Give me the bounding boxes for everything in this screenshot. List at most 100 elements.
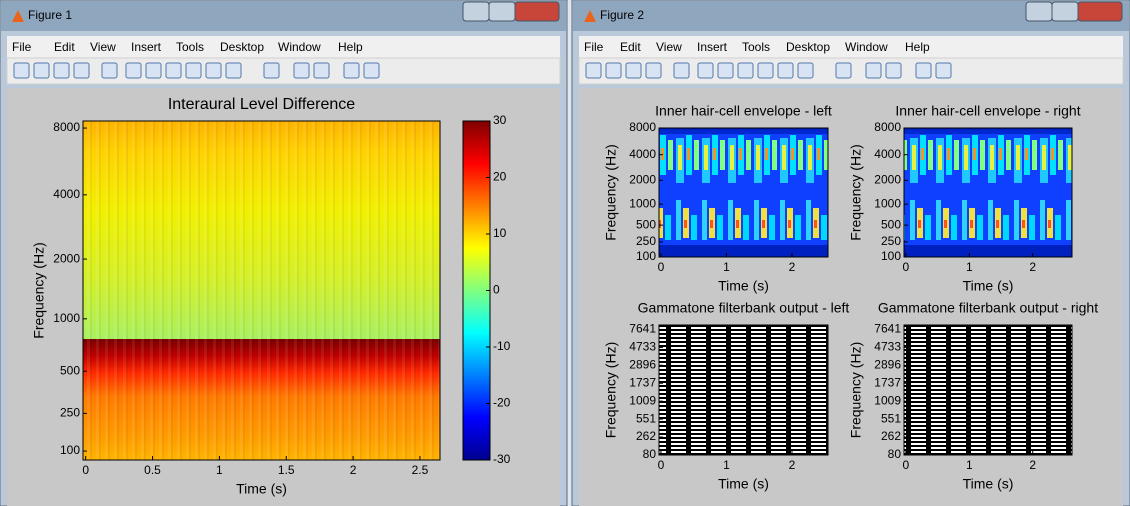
y-tick-label: 250	[60, 406, 80, 420]
toolbar-button[interactable]	[865, 62, 882, 79]
toolbar-button[interactable]	[165, 62, 182, 79]
x-tick-label: 2	[1029, 260, 1036, 274]
colorbar-tick-label: 20	[493, 170, 507, 184]
x-tick-label: 2	[1029, 458, 1036, 472]
window: Figure 1 File Edit View Insert Tools Desktop Wi…	[0, 0, 568, 506]
menu-item[interactable]: Window	[845, 40, 888, 54]
y-tick-label: 1000	[874, 196, 901, 210]
x-tick-label: 1	[723, 260, 730, 274]
toolbar-button[interactable]	[205, 62, 222, 79]
y-tick-label: 1000	[53, 311, 80, 325]
toolbar-button[interactable]	[835, 62, 852, 79]
axes-frame	[658, 127, 829, 258]
app-icon	[584, 10, 596, 22]
toolbar-button[interactable]	[263, 62, 280, 79]
x-axis-label: Time (s)	[236, 481, 287, 497]
y-tick-label: 250	[881, 234, 901, 248]
toolbar-button[interactable]	[797, 62, 814, 79]
menu-item[interactable]: Window	[278, 40, 321, 54]
menu-item[interactable]: Insert	[697, 40, 728, 54]
x-tick-label: 0	[658, 458, 665, 472]
toolbar-button[interactable]	[585, 62, 602, 79]
y-tick-label: 4000	[874, 147, 901, 161]
x-tick-label: 0	[82, 463, 89, 477]
x-axis-label: Time (s)	[718, 476, 769, 492]
toolbar-button[interactable]	[697, 62, 714, 79]
toolbar-button[interactable]	[915, 62, 932, 79]
x-tick-label: 1.5	[278, 463, 295, 477]
menu-item[interactable]: Desktop	[220, 40, 264, 54]
menu-item[interactable]: View	[90, 40, 116, 54]
toolbar-button[interactable]	[53, 62, 70, 79]
y-tick-label: 500	[881, 217, 901, 231]
menu-item[interactable]: Edit	[54, 40, 75, 54]
toolbar-button[interactable]	[605, 62, 622, 79]
menu-item[interactable]: Insert	[131, 40, 162, 54]
x-tick-label: 2.5	[412, 463, 429, 477]
colorbar-tick-label: -30	[493, 452, 511, 466]
toolbar-button[interactable]	[757, 62, 774, 79]
menu-item[interactable]: Edit	[620, 40, 641, 54]
minimize-button[interactable]	[462, 1, 490, 22]
axes-title: Gammatone filterbank output - left	[638, 300, 850, 316]
toolbar-button[interactable]	[101, 62, 118, 79]
maximize-button[interactable]	[488, 1, 516, 22]
axes-title: Inner hair-cell envelope - left	[655, 103, 832, 119]
minimize-button[interactable]	[1025, 1, 1053, 22]
toolbar-button[interactable]	[363, 62, 380, 79]
menu-item[interactable]: Desktop	[786, 40, 830, 54]
menu-bar	[579, 36, 1123, 58]
toolbar-button[interactable]	[313, 62, 330, 79]
y-tick-label: 2896	[629, 357, 656, 371]
x-tick-label: 2	[350, 463, 357, 477]
y-axis-label: Frequency (Hz)	[603, 342, 619, 438]
close-button[interactable]	[514, 1, 560, 22]
y-tick-label: 100	[636, 249, 656, 263]
y-tick-label: 1009	[874, 393, 901, 407]
toolbar-button[interactable]	[885, 62, 902, 79]
y-axis-label: Frequency (Hz)	[848, 144, 864, 240]
toolbar-button[interactable]	[935, 62, 952, 79]
toolbar-button[interactable]	[185, 62, 202, 79]
toolbar-button[interactable]	[343, 62, 360, 79]
axes-title: Gammatone filterbank output - right	[878, 300, 1098, 316]
y-tick-label: 100	[881, 249, 901, 263]
menu-item[interactable]: Tools	[742, 40, 770, 54]
toolbar-button[interactable]	[737, 62, 754, 79]
toolbar-button[interactable]	[73, 62, 90, 79]
x-tick-label: 1	[216, 463, 223, 477]
menu-item[interactable]: File	[584, 40, 604, 54]
colorbar-tick-label: 10	[493, 226, 507, 240]
toolbar-button[interactable]	[625, 62, 642, 79]
y-tick-label: 262	[636, 429, 656, 443]
axes-frame	[903, 127, 1073, 258]
axes-frame	[658, 324, 829, 456]
y-tick-label: 4000	[53, 187, 80, 201]
toolbar-button[interactable]	[13, 62, 30, 79]
toolbar-button[interactable]	[645, 62, 662, 79]
toolbar-button[interactable]	[33, 62, 50, 79]
menu-item[interactable]: View	[656, 40, 682, 54]
toolbar-button[interactable]	[673, 62, 690, 79]
toolbar-button[interactable]	[717, 62, 734, 79]
menu-item[interactable]: Help	[338, 40, 363, 54]
toolbar-button[interactable]	[125, 62, 142, 79]
y-tick-label: 2000	[874, 173, 901, 187]
axes-title: Interaural Level Difference	[168, 96, 355, 113]
toolbar-button[interactable]	[225, 62, 242, 79]
toolbar-button[interactable]	[145, 62, 162, 79]
maximize-button[interactable]	[1051, 1, 1079, 22]
menu-item[interactable]: Help	[905, 40, 930, 54]
y-axis-label: Frequency (Hz)	[31, 242, 47, 338]
close-button[interactable]	[1077, 1, 1123, 22]
y-tick-label: 4733	[874, 340, 901, 354]
menu-item[interactable]: File	[12, 40, 32, 54]
toolbar-button[interactable]	[777, 62, 794, 79]
image	[83, 121, 440, 460]
menu-item[interactable]: Tools	[176, 40, 204, 54]
y-tick-label: 100	[60, 443, 80, 457]
image	[659, 128, 828, 257]
toolbar-button[interactable]	[293, 62, 310, 79]
